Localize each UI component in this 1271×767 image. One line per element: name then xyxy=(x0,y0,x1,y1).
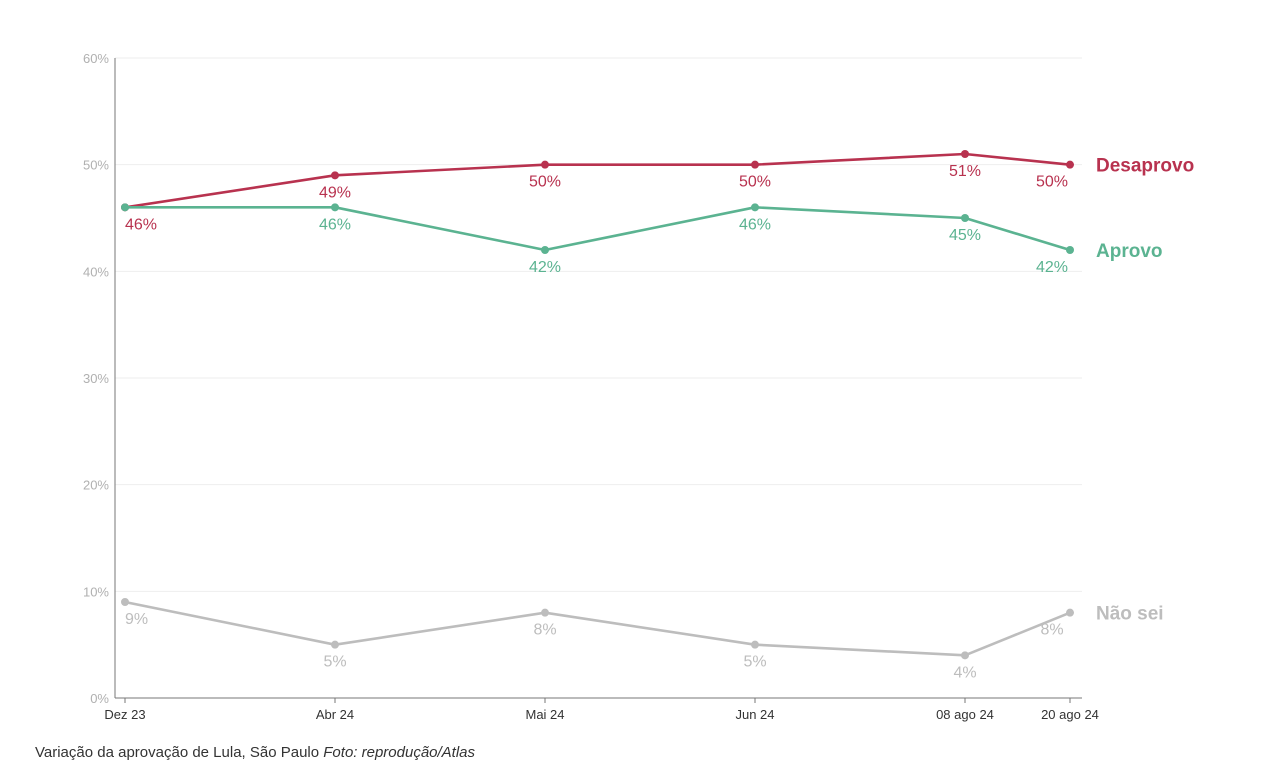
series-name-label: Não sei xyxy=(1096,604,1164,625)
data-point xyxy=(1066,246,1074,254)
axes: 0% 10% 20% 30% 40% 50% 60% Dez 23 Abr 24 Mai 24 Ju… xyxy=(83,51,1099,722)
caption-text: Variação da aprovação de Lula, São Paulo xyxy=(35,744,320,761)
data-point xyxy=(961,214,969,222)
data-label: 46% xyxy=(739,216,771,233)
data-point xyxy=(1066,608,1074,617)
data-labels: 46% 49% 50% 50% 51% 50% Desaprovo 46% 42% 46% 45% 4… xyxy=(125,156,1194,682)
grid-lines xyxy=(115,57,1082,592)
data-point xyxy=(541,608,549,617)
data-point xyxy=(541,246,549,254)
y-tick-label: 40% xyxy=(83,264,109,279)
data-label: 46% xyxy=(319,216,351,233)
y-tick-label: 60% xyxy=(83,51,109,66)
data-label: 5% xyxy=(743,654,766,671)
data-point xyxy=(121,203,129,212)
data-point xyxy=(331,640,339,649)
y-tick-label: 50% xyxy=(83,158,109,173)
data-label: 42% xyxy=(1036,259,1068,276)
data-label: 42% xyxy=(529,259,561,276)
data-point xyxy=(121,598,129,606)
data-point xyxy=(961,651,969,660)
data-label: 5% xyxy=(323,654,346,671)
line-chart: 0% 10% 20% 30% 40% 50% 60% Dez 23 Abr 24 Mai 24 Ju… xyxy=(83,51,1194,722)
y-tick-label: 20% xyxy=(83,478,109,493)
data-point xyxy=(331,203,339,212)
data-label: 8% xyxy=(533,622,556,639)
y-tick-label: 10% xyxy=(83,584,109,599)
figure-caption: Variação da aprovação de Lula, São Paulo… xyxy=(35,744,475,761)
series-line-desaprovo xyxy=(123,152,1072,209)
data-label: 8% xyxy=(1040,622,1063,639)
data-label: 4% xyxy=(953,664,976,681)
x-tick-label: Mai 24 xyxy=(525,707,564,722)
x-tick-label: 20 ago 24 xyxy=(1041,707,1099,722)
data-label: 45% xyxy=(949,227,981,244)
data-label: 49% xyxy=(319,184,351,201)
y-tick-label: 0% xyxy=(90,691,109,706)
y-tick-label: 30% xyxy=(83,371,109,386)
data-point xyxy=(961,150,969,158)
x-tick-label: Abr 24 xyxy=(316,707,354,722)
caption-credit: Foto: reprodução/Atlas xyxy=(323,744,476,761)
series-line-aprovo xyxy=(123,206,1072,252)
data-label: 51% xyxy=(949,163,981,180)
series-line-nao-sei xyxy=(123,600,1072,657)
data-point xyxy=(751,203,759,212)
data-label: 50% xyxy=(529,174,561,191)
x-tick-label: Jun 24 xyxy=(735,707,774,722)
data-point xyxy=(541,160,549,169)
data-point xyxy=(751,640,759,649)
series-name-label: Desaprovo xyxy=(1096,156,1194,177)
data-label: 50% xyxy=(1036,174,1068,191)
x-tick-label: Dez 23 xyxy=(104,707,145,722)
data-label: 9% xyxy=(125,611,148,628)
data-label: 46% xyxy=(125,216,157,233)
data-point xyxy=(331,171,339,180)
data-point xyxy=(751,160,759,169)
x-tick-label: 08 ago 24 xyxy=(936,707,994,722)
series-group xyxy=(121,150,1074,660)
data-point xyxy=(1066,160,1074,169)
series-name-label: Aprovo xyxy=(1096,241,1163,262)
data-label: 50% xyxy=(739,174,771,191)
